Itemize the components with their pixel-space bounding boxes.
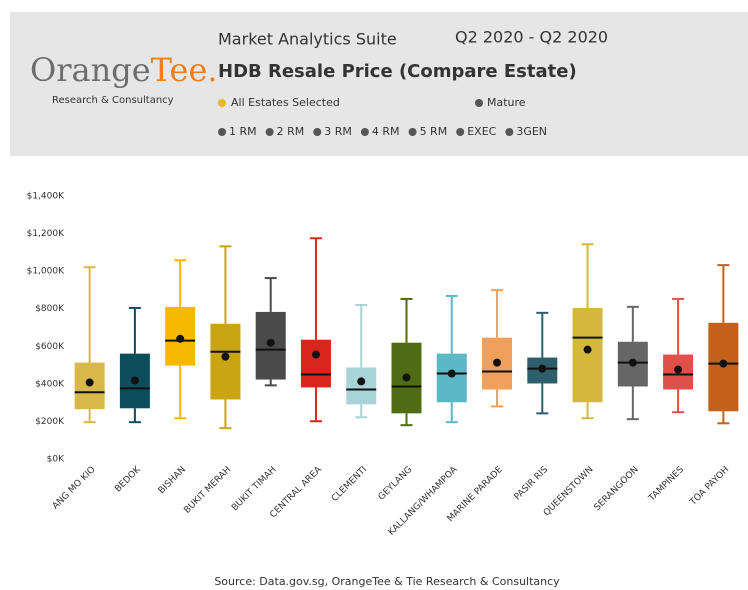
header-panel [10,12,748,156]
x-tick-label: PASIR RIS [513,465,551,503]
filter[interactable]: 4 RM [372,125,400,138]
selection[interactable]: All Estates Selected [231,96,340,109]
maturity[interactable]: Mature [487,96,526,109]
mean [719,359,728,368]
logo-part: Orange [30,51,151,89]
box [572,307,603,403]
mean [402,373,411,382]
title: HDB Resale Price (Compare Estate) [218,61,577,82]
filter-dot [456,128,465,136]
box [436,353,467,403]
box [300,339,331,388]
filters: 1 RM 2 RM 3 RM 4 RM 5 RM EXEC 3GEN [218,125,547,138]
mean [674,365,683,374]
mean [266,338,275,347]
mean [311,350,320,359]
x-tick-label: BISHAN [157,465,188,496]
box [210,323,241,400]
y-tick-label: $1,000K [27,267,65,277]
mean [221,352,230,361]
x-tick-label: BUKIT MERAH [182,465,233,516]
y-tick-label: $400K [35,379,65,389]
mean [493,358,502,367]
filter-dot [360,128,369,136]
y-tick-label: $0K [47,455,65,465]
filter[interactable]: 5 RM [420,125,448,138]
tagline: Research & Consultancy [52,95,174,106]
x-tick-label: SERANGOON [593,465,641,513]
mean [85,378,94,387]
y-tick-label: $200K [35,417,65,427]
filter-dot [313,128,322,136]
mean [176,334,185,343]
y-tick-label: $600K [35,342,65,352]
y-tick-label: $1,400K [27,192,65,202]
filter[interactable]: 3 RM [324,125,352,138]
logo: OrangeTee. [30,51,218,89]
mean [628,358,637,367]
suite: Market Analytics Suite [218,30,397,49]
mean [583,345,592,354]
filter-dot [218,128,226,136]
x-tick-label: BEDOK [113,464,143,494]
filter[interactable]: 2 RM [277,125,305,138]
x-tick-label: ANG MO KIO [51,465,98,512]
filter[interactable]: 3GEN [516,125,547,138]
period: Q2 2020 - Q2 2020 [455,28,608,47]
x-tick-label: TAMPINES [646,465,686,505]
filter[interactable]: EXEC [467,125,496,138]
filter[interactable]: 1 RM [229,125,257,138]
filter-dot [505,128,514,136]
filter-dot [408,128,417,136]
x-tick-label: TOA PAYOH [688,465,732,509]
mean [130,376,139,385]
mean [357,377,366,386]
x-tick-label: BUKIT TIMAH [230,465,278,513]
source: Source: Data.gov.sg, OrangeTee & Tie Res… [214,575,560,588]
x-tick-label: QUEENSTOWN [542,465,596,519]
legend-dot [218,99,226,107]
y-tick-label: $1,200K [27,229,65,239]
mean [447,369,456,378]
mean [538,364,547,373]
x-tick-label: CLEMENTI [330,465,369,504]
box [346,367,377,405]
y-tick-label: $800K [35,304,65,314]
logo-part: Tee. [151,51,218,89]
x-tick-label: GEYLANG [377,465,415,503]
filter-dot [265,128,274,136]
legend-dot [475,99,483,107]
